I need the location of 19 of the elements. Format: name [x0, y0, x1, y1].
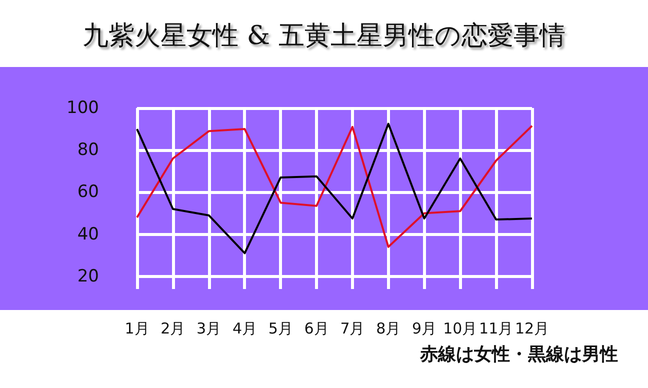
x-tick-label: 3月	[196, 320, 222, 338]
x-tick-label: 6月	[304, 320, 329, 338]
y-tick-label: 100	[66, 98, 99, 118]
x-tick-label: 7月	[340, 320, 365, 338]
x-tick-label: 9月	[412, 320, 437, 338]
x-tick-label: 4月	[232, 320, 257, 338]
x-tick-label: 10月	[443, 320, 478, 338]
chart-title: 九紫火星女性 & 五黄土星男性の恋愛事情	[82, 20, 566, 53]
x-tick-label: 12月	[514, 320, 550, 338]
y-tick-label: 40	[77, 224, 99, 244]
text: 赤線は女性・黒線は男性	[420, 343, 618, 366]
x-tick-label: 2月	[160, 320, 186, 338]
x-tick-label: 5月	[268, 320, 293, 338]
x-tick-label: 1月	[124, 320, 150, 338]
x-tick-label: 8月	[376, 320, 401, 338]
y-tick-label: 60	[77, 182, 99, 202]
x-tick-label: 11月	[479, 320, 514, 338]
y-tick-label: 80	[77, 140, 99, 160]
y-tick-label: 20	[77, 266, 99, 286]
